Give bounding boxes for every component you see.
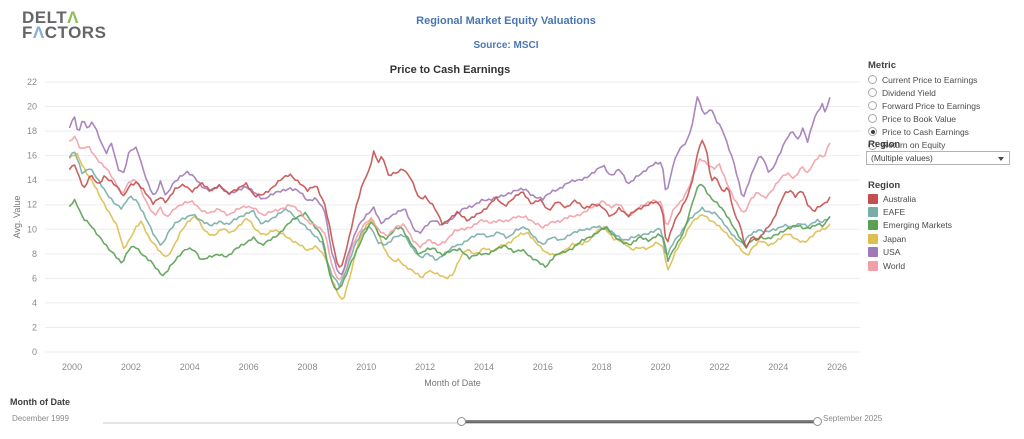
radio-icon[interactable] (868, 140, 877, 150)
region-dropdown[interactable]: (Multiple values) (866, 151, 1010, 165)
logo-caret-1: Λ (67, 8, 79, 27)
radio-icon[interactable] (868, 75, 877, 85)
legend-item-3[interactable]: Japan (868, 232, 1018, 245)
svg-text:12: 12 (27, 200, 37, 210)
svg-text:2002: 2002 (121, 362, 141, 372)
svg-text:4: 4 (32, 298, 37, 308)
svg-text:2004: 2004 (180, 362, 200, 372)
series-line-world[interactable] (68, 135, 831, 281)
legend-item-2[interactable]: Emerging Markets (868, 219, 1018, 232)
svg-text:22: 22 (27, 77, 37, 87)
metric-option-5[interactable]: Return on Equity (868, 138, 1018, 151)
metric-option-3[interactable]: Price to Book Value (868, 112, 1018, 125)
deltafactors-logo: DELTΛ FΛCTORS (22, 8, 107, 42)
logo-caret-2: Λ (32, 23, 45, 42)
svg-text:10: 10 (27, 224, 37, 234)
legend-title: Region (868, 180, 901, 191)
svg-text:2012: 2012 (415, 362, 435, 372)
metric-option-2[interactable]: Forward Price to Earnings (868, 99, 1018, 112)
svg-text:2026: 2026 (827, 362, 847, 372)
legend-label: Japan (883, 233, 907, 244)
legend-swatch (868, 207, 878, 218)
legend-swatch (868, 247, 878, 258)
legend-item-4[interactable]: USA (868, 246, 1018, 259)
series-line-eafe[interactable] (68, 151, 831, 288)
svg-text:14: 14 (27, 175, 37, 185)
svg-text:16: 16 (27, 151, 37, 161)
metric-option-label: Dividend Yield (882, 87, 936, 98)
slider-title: Month of Date (10, 397, 70, 407)
metric-option-label: Price to Book Value (882, 113, 957, 124)
legend-label: EAFE (883, 207, 906, 218)
legend: Australia EAFE Emerging Markets Japan USA Wor… (868, 192, 1018, 272)
metric-option-label: Current Price to Earnings (882, 74, 978, 85)
svg-text:2006: 2006 (239, 362, 259, 372)
slider-track-selected[interactable] (462, 420, 818, 424)
legend-item-5[interactable]: World (868, 259, 1018, 272)
svg-text:2008: 2008 (297, 362, 317, 372)
metric-option-label: Forward Price to Earnings (882, 100, 981, 111)
svg-text:2020: 2020 (651, 362, 671, 372)
svg-text:20: 20 (27, 102, 37, 112)
legend-swatch (868, 193, 878, 204)
svg-text:2014: 2014 (474, 362, 494, 372)
slider-start-label: December 1999 (12, 414, 69, 423)
metric-options-list: Current Price to Earnings Dividend Yield F… (868, 73, 1018, 152)
radio-icon[interactable] (868, 88, 877, 98)
svg-text:2024: 2024 (768, 362, 788, 372)
legend-label: Emerging Markets (883, 220, 952, 231)
metric-option-label: Price to Cash Earnings (882, 126, 969, 137)
legend-swatch (868, 233, 878, 244)
radio-icon[interactable] (868, 114, 877, 124)
metric-option-label: Return on Equity (882, 140, 946, 151)
series-line-emerging-markets[interactable] (68, 183, 831, 291)
svg-text:0: 0 (32, 347, 37, 357)
svg-text:2022: 2022 (709, 362, 729, 372)
metric-option-4[interactable]: Price to Cash Earnings (868, 125, 1018, 138)
svg-text:Month of Date: Month of Date (424, 378, 481, 388)
legend-item-1[interactable]: EAFE (868, 205, 1018, 218)
slider-handle-end[interactable] (813, 417, 822, 426)
svg-text:6: 6 (32, 273, 37, 283)
svg-text:8: 8 (32, 249, 37, 259)
chevron-down-icon (998, 156, 1004, 161)
region-dropdown-value: (Multiple values) (871, 153, 933, 163)
chart-title: Price to Cash Earnings (389, 64, 511, 76)
radio-selected-icon[interactable] (868, 127, 877, 137)
svg-text:18: 18 (27, 126, 37, 136)
legend-label: Australia (883, 193, 917, 204)
series-line-australia[interactable] (68, 139, 831, 268)
legend-swatch (868, 220, 878, 231)
svg-text:2010: 2010 (356, 362, 376, 372)
metric-panel-title: Metric (868, 60, 896, 71)
legend-label: World (883, 260, 906, 271)
svg-text:2: 2 (32, 322, 37, 332)
svg-text:2016: 2016 (533, 362, 553, 372)
logo-line-2: FΛCTORS (22, 23, 107, 42)
svg-text:2000: 2000 (62, 362, 82, 372)
slider-end-label: September 2025 (823, 414, 883, 423)
legend-item-0[interactable]: Australia (868, 192, 1018, 205)
logo-line-1: DELTΛ (22, 8, 79, 27)
page-title: Regional Market Equity Valuations (416, 15, 596, 27)
svg-text:2018: 2018 (592, 362, 612, 372)
slider-track-unselected[interactable] (103, 422, 462, 424)
radio-icon[interactable] (868, 101, 877, 111)
slider-handle-start[interactable] (457, 417, 466, 426)
metric-option-1[interactable]: Dividend Yield (868, 86, 1018, 99)
legend-label: USA (883, 247, 901, 258)
metric-option-0[interactable]: Current Price to Earnings (868, 73, 1018, 86)
region-filter-title: Region (868, 139, 901, 150)
legend-swatch (868, 260, 878, 271)
page-subtitle: Source: MSCI (473, 40, 539, 51)
